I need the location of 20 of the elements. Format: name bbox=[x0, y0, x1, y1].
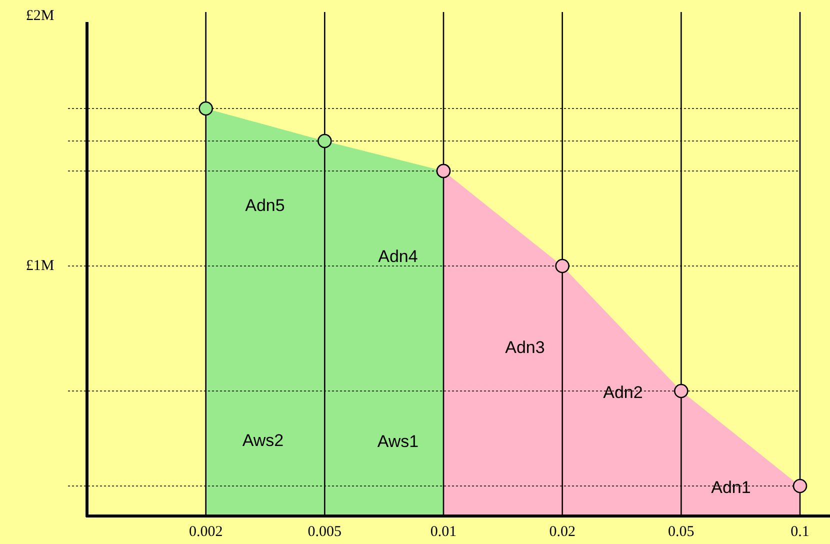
annotation: Aws1 bbox=[377, 432, 419, 451]
annotation: Adn1 bbox=[711, 478, 751, 497]
point bbox=[318, 134, 332, 148]
x-tick-label: 0.01 bbox=[430, 524, 457, 540]
x-tick-label: 0.005 bbox=[308, 524, 342, 540]
annotation: Adn4 bbox=[378, 246, 418, 266]
point bbox=[198, 101, 213, 116]
y-tick-label: £1M bbox=[26, 258, 54, 274]
x-tick-label: 0.02 bbox=[549, 524, 576, 540]
x-tick-label: 0.05 bbox=[668, 524, 694, 540]
x-tick-label: 0.1 bbox=[790, 524, 810, 540]
x-tick-label: 0.002 bbox=[188, 524, 223, 540]
annotation: Adn5 bbox=[245, 196, 285, 215]
point bbox=[674, 384, 688, 398]
annotation: Adn3 bbox=[505, 338, 545, 357]
annotation: Adn2 bbox=[603, 382, 643, 402]
annotation: Aws2 bbox=[242, 430, 284, 450]
point bbox=[792, 478, 808, 494]
point bbox=[555, 258, 570, 274]
y-tick-label: £2M bbox=[26, 8, 54, 24]
